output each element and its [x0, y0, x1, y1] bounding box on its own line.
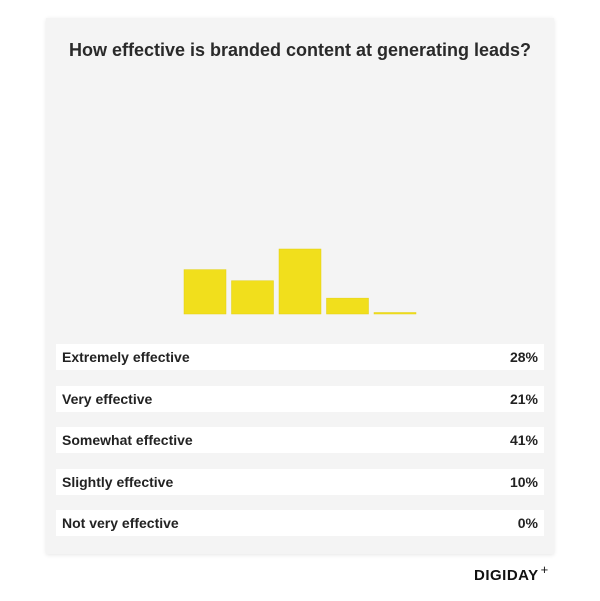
bar-very-effective — [231, 280, 274, 315]
bar-extremely-effective — [183, 269, 227, 315]
bar-slightly-effective — [326, 297, 369, 315]
digiday-logo: DIGIDAY + — [474, 562, 549, 584]
row-label: Not very effective — [62, 515, 179, 531]
logo-text: DIGIDAY — [474, 567, 539, 584]
row-percent: 21% — [509, 390, 538, 407]
table-row: Slightly effective 10% — [56, 468, 544, 495]
row-percent: 10% — [509, 473, 538, 490]
table-row: Extremely effective 28% — [56, 344, 544, 370]
row-label: Slightly effective — [62, 473, 174, 490]
row-percent: 41% — [509, 432, 538, 448]
logo-plus: + — [540, 562, 549, 577]
row-label: Very effective — [62, 390, 153, 407]
row-label: Extremely effective — [62, 349, 190, 365]
bar-chart — [183, 248, 417, 315]
table-row: Somewhat effective 41% — [56, 427, 544, 453]
table-row: Very effective 21% — [56, 385, 544, 412]
chart-card: How effective is branded content at gene… — [46, 18, 554, 554]
table-row: Not very effective 0% — [56, 510, 544, 536]
row-percent: 28% — [509, 349, 538, 365]
chart-title: How effective is branded content at gene… — [68, 40, 532, 60]
row-label: Somewhat effective — [62, 432, 193, 448]
bar-not-very-effective — [373, 312, 417, 315]
bar-somewhat-effective — [278, 248, 322, 315]
results-table: Extremely effective 28% Very effective 21% S… — [56, 344, 544, 552]
row-percent: 0% — [517, 515, 538, 531]
